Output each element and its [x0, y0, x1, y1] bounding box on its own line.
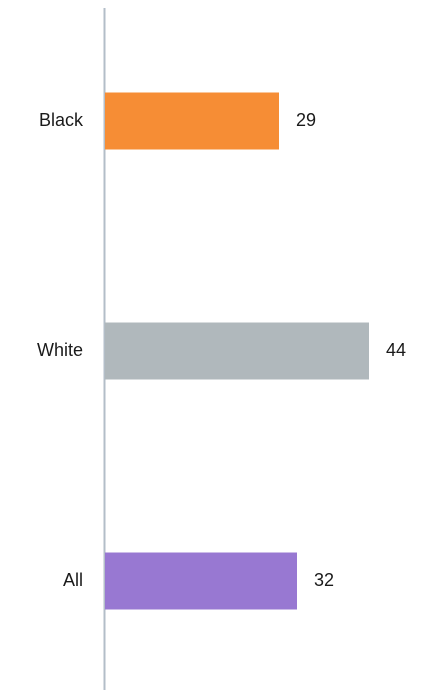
bar-all [105, 552, 297, 610]
bar-white [105, 322, 369, 380]
value-label-all: 32 [314, 570, 334, 590]
value-label-white: 44 [386, 340, 406, 360]
value-label-black: 29 [296, 110, 316, 130]
bars-layer: Black 29 White 44 All 32 [37, 92, 406, 610]
bar-black [105, 92, 279, 150]
category-label-white: White [37, 340, 83, 360]
category-label-all: All [63, 570, 83, 590]
category-label-black: Black [39, 110, 84, 130]
